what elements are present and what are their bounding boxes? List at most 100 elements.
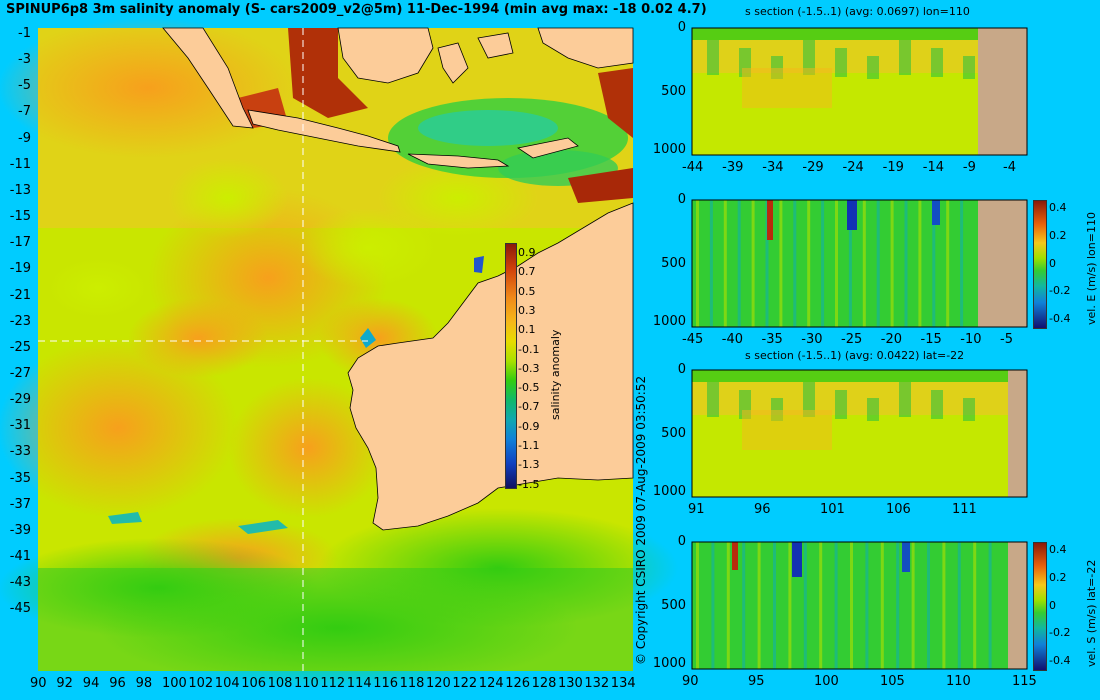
section-x-tick: -19	[882, 160, 904, 175]
map-lat-tick-label: -3	[18, 52, 31, 68]
section-title: s section (-1.5..1) (avg: 0.0422) lat=-2…	[745, 349, 965, 362]
section-field	[850, 542, 853, 669]
section-field	[803, 40, 815, 75]
section-field	[793, 200, 797, 327]
section-field	[757, 542, 761, 669]
map-lat-tick-label: -43	[9, 575, 31, 591]
section-field	[742, 410, 832, 450]
map-lat-tick-label: -37	[9, 496, 31, 512]
section-field	[911, 542, 915, 669]
section-field	[847, 200, 857, 230]
section-colorbar-tick: 0	[1049, 256, 1056, 270]
map-lon-tick-label: 124	[478, 676, 504, 691]
section-field	[862, 200, 866, 327]
map-lon-tick-label: 106	[241, 676, 267, 691]
map-plot	[0, 18, 678, 688]
map-colorbar-tick: 0.5	[518, 284, 536, 298]
section-depth-tick: 500	[661, 597, 686, 613]
map-lon-tick-label: 114	[346, 676, 372, 691]
map-lon-tick-label: 94	[82, 676, 100, 691]
section-plot-v-lat[interactable]	[691, 541, 1028, 670]
section-x-tick: -24	[842, 160, 864, 175]
map-colorbar-tick: -0.3	[518, 361, 540, 375]
section-field	[848, 200, 852, 327]
section-field	[876, 200, 880, 327]
section-depth-tick: 1000	[652, 141, 686, 157]
section-field	[819, 542, 823, 669]
map-colorbar-tick: -0.5	[518, 381, 540, 395]
section-field	[942, 542, 946, 669]
section-field	[751, 200, 755, 327]
section-field	[957, 542, 961, 669]
map-lat-tick-label: -19	[9, 261, 31, 277]
section-plot-u-lon[interactable]	[691, 199, 1028, 328]
section-depth-tick: 500	[661, 83, 686, 99]
section-field	[932, 200, 936, 327]
map-lon-tick-label: 98	[135, 676, 153, 691]
section-x-tick: 110	[946, 674, 971, 689]
section-colorbar-tick: -0.2	[1049, 284, 1071, 298]
section-field	[792, 542, 802, 577]
section-frame	[691, 369, 1028, 498]
section-field	[988, 542, 992, 669]
section-field	[834, 542, 838, 669]
section-field	[807, 200, 811, 327]
map-lon-tick-label: 116	[373, 676, 399, 691]
section-colorbar	[1033, 542, 1047, 671]
map-colorbar-tick: -0.9	[518, 419, 540, 433]
map-lat-tick-label: -1	[18, 26, 31, 41]
section-field	[821, 200, 825, 327]
salinity-map[interactable]	[0, 18, 678, 688]
map-lat-tick-label: -13	[9, 182, 31, 198]
section-field	[707, 40, 719, 75]
map-lat-tick-label: -21	[9, 287, 31, 303]
map-colorbar-tick: -1.5	[518, 477, 540, 491]
section-x-tick: -20	[880, 332, 902, 347]
section-colorbar-tick: -0.4	[1049, 654, 1071, 667]
map-lon-tick-label: 100	[162, 676, 187, 691]
section-field	[931, 390, 943, 419]
section-field	[779, 200, 783, 327]
section-frame	[691, 27, 1028, 156]
section-x-tick: -14	[922, 160, 944, 175]
map-lat-tick-label: -29	[9, 392, 31, 408]
map-colorbar-tick: 0.7	[518, 265, 536, 279]
section-depth-tick: 500	[661, 255, 686, 271]
section-x-tick: 106	[886, 502, 911, 517]
section-field	[904, 200, 908, 327]
section-field	[742, 68, 832, 108]
map-colorbar-tick: -0.7	[518, 400, 540, 414]
section-field	[788, 542, 792, 669]
section-plot-s-lon[interactable]	[691, 27, 1028, 156]
section-field	[765, 200, 769, 327]
section-field	[709, 200, 713, 327]
section-depth-tick: 500	[661, 425, 686, 441]
section-x-tick: -34	[762, 160, 784, 175]
map-lat-tick-label: -31	[9, 418, 31, 434]
section-field	[960, 200, 964, 327]
section-x-tick: -4	[1003, 160, 1016, 175]
map-lon-tick-label: 130	[558, 676, 583, 691]
section-x-tick: 96	[754, 502, 771, 517]
section-depth-tick: 0	[677, 534, 686, 549]
copyright-text: © Copyright CSIRO 2009 07-Aug-2009 03:50…	[634, 375, 648, 665]
section-title: s section (-1.5..1) (avg: 0.0697) lon=11…	[745, 5, 970, 18]
map-lat-tick-label: -23	[9, 313, 31, 329]
section-plot-s-lat[interactable]	[691, 369, 1028, 498]
section-field	[707, 382, 719, 417]
map-lon-tick-label: 102	[188, 676, 214, 691]
section-colorbar-label: vel. S (m/s) lat=-22	[1085, 559, 1098, 667]
page-title: SPINUP6p8 3m salinity anomaly (S- cars20…	[6, 2, 707, 17]
section-field	[835, 390, 847, 419]
map-lat-tick-label: -17	[9, 235, 31, 251]
section-field	[932, 200, 940, 225]
section-field	[880, 542, 884, 669]
section-colorbar-tick: 0.4	[1049, 201, 1067, 214]
map-lat-tick-label: -5	[18, 78, 31, 94]
section-land	[978, 200, 1027, 327]
map-lat-tick-label: -25	[9, 339, 31, 355]
section-field	[732, 542, 738, 570]
map-colorbar-tick: -1.3	[518, 458, 540, 472]
map-lon-tick-label: 134	[610, 676, 636, 691]
map-colorbar-tick: 0.9	[518, 246, 536, 259]
